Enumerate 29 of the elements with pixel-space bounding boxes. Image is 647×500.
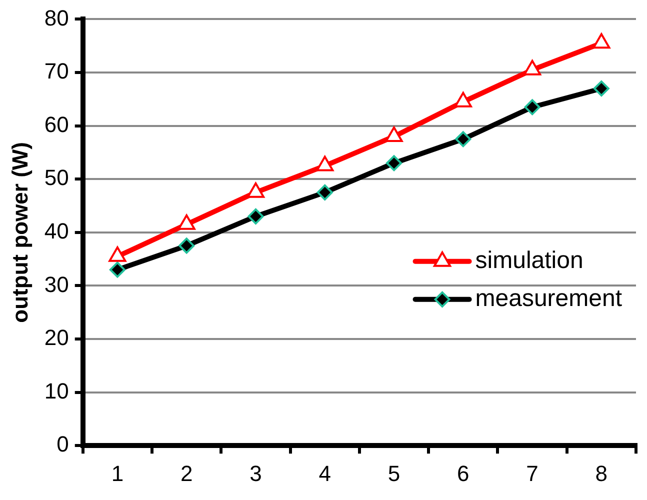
point bbox=[109, 262, 126, 278]
y-tick-label: 70 bbox=[44, 58, 69, 84]
y-axis-title: output power (W) bbox=[7, 142, 32, 323]
point bbox=[178, 238, 195, 254]
x-tick-label: 4 bbox=[318, 460, 331, 486]
point bbox=[592, 33, 610, 49]
point bbox=[455, 131, 472, 148]
point bbox=[248, 208, 264, 224]
point bbox=[386, 155, 402, 172]
y-tick-label: 40 bbox=[44, 218, 69, 244]
x-tick-label: 8 bbox=[595, 460, 608, 486]
x-tick-label: 7 bbox=[526, 460, 538, 486]
legend-label: measurement bbox=[475, 285, 622, 312]
y-tick-label: 20 bbox=[44, 325, 69, 350]
x-tick-label: 1 bbox=[111, 460, 124, 486]
y-tick-label: 50 bbox=[44, 165, 69, 190]
point bbox=[316, 156, 334, 172]
point bbox=[316, 184, 333, 200]
y-tick-label: 30 bbox=[44, 272, 69, 297]
legend-label: simulation bbox=[475, 247, 584, 274]
y-tick-label: 60 bbox=[44, 112, 69, 137]
y-tick-label: 0 bbox=[56, 432, 69, 457]
x-tick-label: 6 bbox=[457, 460, 470, 486]
y-tick-label: 10 bbox=[44, 378, 69, 404]
x-tick-label: 3 bbox=[250, 460, 262, 486]
x-tick-label: 2 bbox=[180, 460, 193, 486]
x-tick-label: 5 bbox=[388, 460, 400, 486]
y-tick-label: 80 bbox=[44, 5, 69, 30]
point bbox=[454, 92, 472, 108]
